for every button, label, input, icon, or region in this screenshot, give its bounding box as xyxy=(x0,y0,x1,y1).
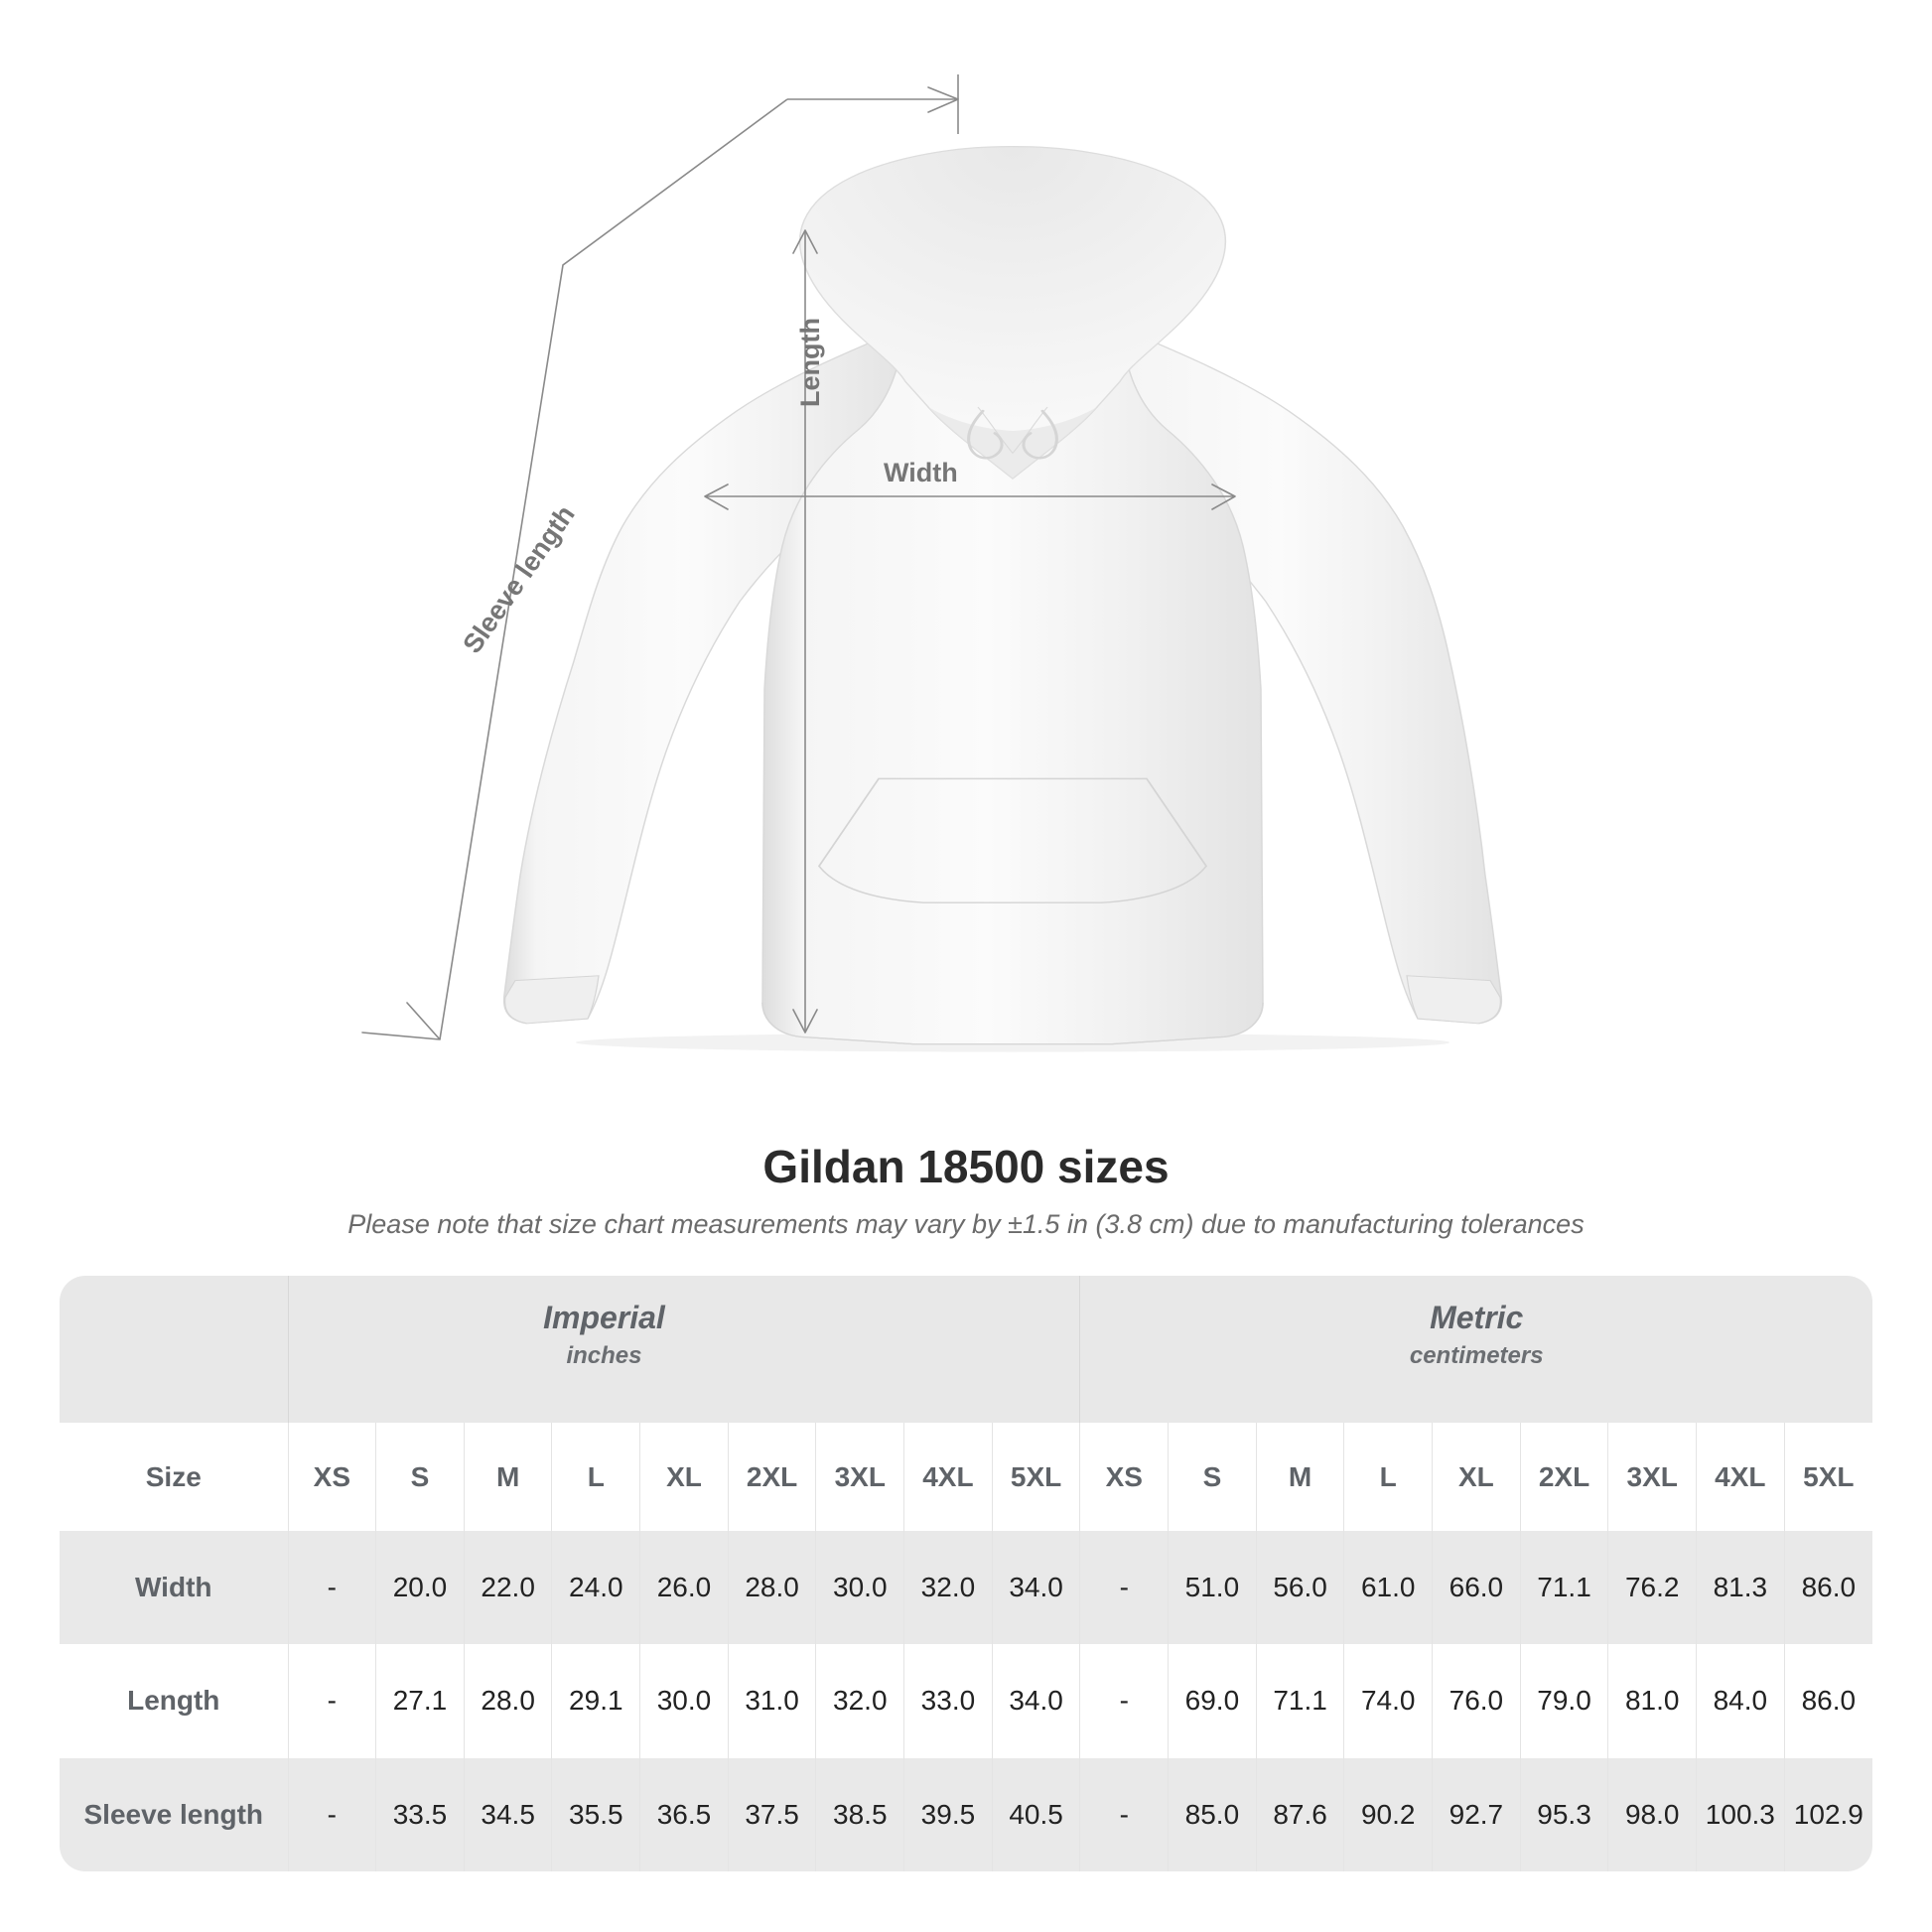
svg-text:Sleeve length: Sleeve length xyxy=(457,500,580,659)
svg-text:Width: Width xyxy=(884,458,958,487)
svg-text:Length: Length xyxy=(795,318,825,407)
